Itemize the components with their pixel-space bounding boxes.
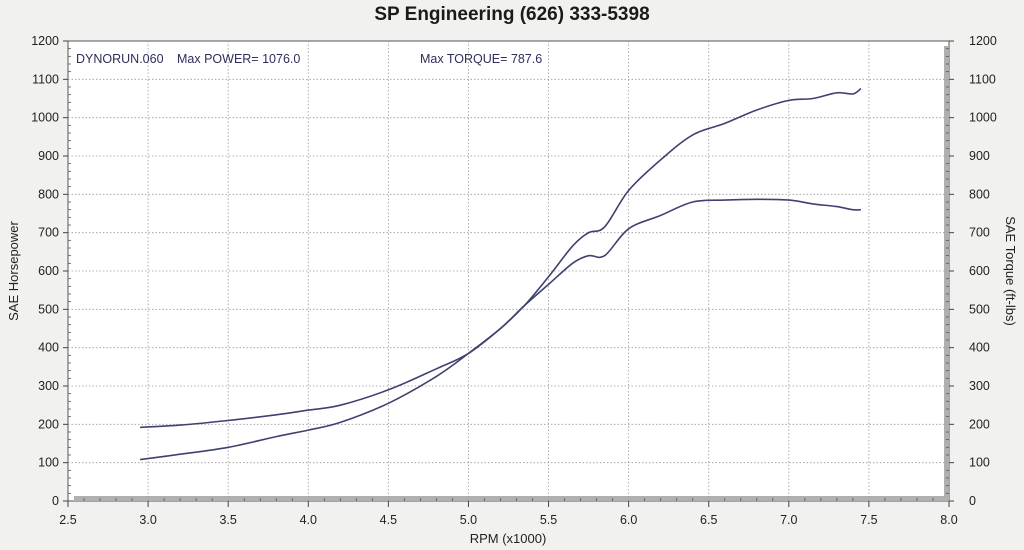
y-right-tick-label: 0 [969,494,976,508]
x-tick-label: 5.0 [460,513,477,527]
y-left-tick-label: 500 [38,302,59,316]
x-tick-label: 7.0 [780,513,797,527]
x-tick-label: 6.0 [620,513,637,527]
y-right-tick-label: 100 [969,456,990,470]
x-tick-label: 2.5 [59,513,76,527]
y-right-tick-label: 1100 [969,72,996,86]
annotation-max-torque: Max TORQUE= 787.6 [420,52,542,66]
y-left-tick-label: 1000 [31,111,59,125]
x-tick-label: 3.5 [219,513,236,527]
y-right-tick-label: 300 [969,379,990,393]
x-axis-title: RPM (x1000) [470,531,547,546]
x-tick-label: 4.0 [300,513,317,527]
y-right-tick-label: 1200 [969,34,997,48]
y-left-tick-label: 400 [38,341,59,355]
y-right-tick-label: 1000 [969,111,997,125]
y-axis-left-title: SAE Horsepower [6,220,21,320]
torque-line [140,198,861,429]
y-left-tick-label: 800 [38,187,59,201]
y-right-tick-label: 800 [969,187,990,201]
x-tick-label: 3.0 [139,513,156,527]
x-axis-labels: 2.5 3.0 3.5 4.0 4.5 5.0 5.5 6.0 6.5 7.0 7.5 8.0 [59,513,957,527]
chart-title: SP Engineering (626) 333-5398 [374,4,649,25]
y-left-tick-label: 300 [38,379,59,393]
horsepower-line [139,87,862,461]
y-right-tick-label: 400 [969,341,990,355]
y-axis-right-title: SAE Torque (ft-lbs) [1003,216,1018,326]
y-right-tick-label: 900 [969,149,990,163]
annotation-max-power: Max POWER= 1076.0 [177,52,300,66]
x-tick-label: 5.5 [540,513,557,527]
y-right-tick-label: 500 [969,302,990,316]
y-axis-right-labels: 0 100 200 300 400 500 600 700 800 900 1000 1100 1200 [969,34,997,508]
plot-area [67,40,950,502]
y-left-tick-label: 0 [52,494,59,508]
bottom-edge-bar [74,496,949,501]
x-tick-label: 8.0 [940,513,957,527]
y-left-tick-label: 900 [38,149,59,163]
y-left-tick-label: 1200 [31,34,59,48]
y-right-tick-label: 600 [969,264,990,278]
right-edge-bar [944,46,949,501]
y-left-tick-label: 200 [38,417,59,431]
y-right-tick-label: 700 [969,226,990,240]
minor-ticks [63,40,954,507]
y-right-tick-label: 200 [969,417,990,431]
y-axis-left-labels: 0 100 200 300 400 500 600 700 800 900 1000 1100 1200 [31,34,59,508]
y-left-tick-label: 600 [38,264,59,278]
annotation-run: DYNORUN.060 [76,52,164,66]
x-tick-label: 6.5 [700,513,717,527]
y-left-tick-label: 700 [38,226,59,240]
y-left-tick-label: 1100 [32,72,59,86]
y-left-tick-label: 100 [38,456,59,470]
series-lines [139,87,862,461]
x-tick-label: 7.5 [860,513,877,527]
x-tick-label: 4.5 [380,513,397,527]
